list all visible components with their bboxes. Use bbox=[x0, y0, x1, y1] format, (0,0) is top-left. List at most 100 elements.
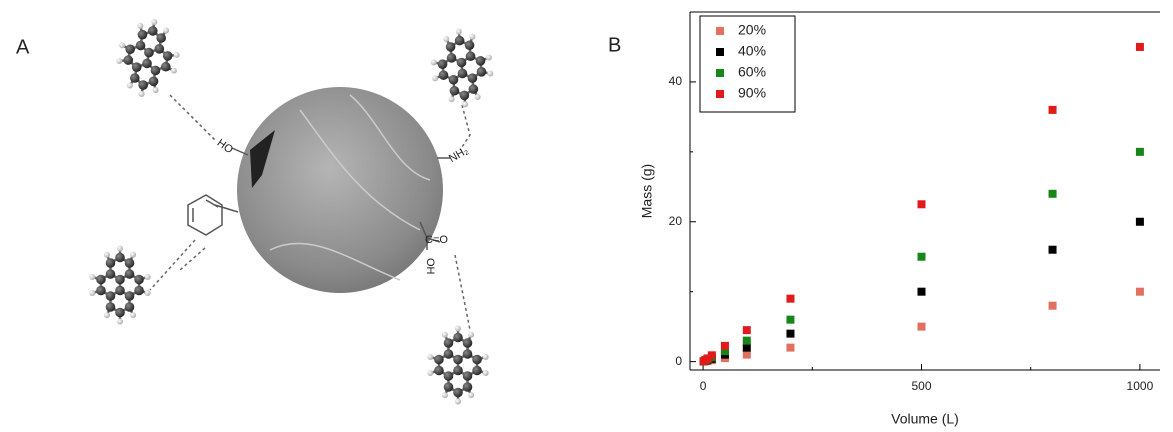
hydrogen bbox=[427, 354, 433, 360]
carbon bbox=[138, 30, 148, 40]
hydrogen bbox=[487, 71, 493, 77]
carbon bbox=[132, 62, 142, 72]
carbon bbox=[96, 275, 106, 285]
hydrogen bbox=[443, 36, 449, 42]
carbon bbox=[106, 258, 116, 268]
legend-marker bbox=[716, 48, 724, 56]
hydrogen bbox=[151, 19, 157, 25]
carbon bbox=[434, 366, 444, 376]
hydrogen bbox=[432, 75, 438, 81]
molecule bbox=[431, 29, 494, 108]
carbon bbox=[455, 36, 465, 46]
hydrogen bbox=[468, 392, 474, 398]
molecule bbox=[89, 246, 150, 325]
group-label: HO bbox=[215, 137, 236, 157]
y-axis-label: Mass (g) bbox=[639, 164, 655, 218]
group-label: C=O bbox=[425, 234, 448, 246]
carbon bbox=[472, 366, 482, 376]
hydrogen bbox=[455, 326, 461, 332]
carbon bbox=[123, 55, 133, 65]
molecule bbox=[427, 326, 488, 405]
carbon bbox=[457, 58, 467, 68]
carbon bbox=[134, 275, 144, 285]
legend-label: 20% bbox=[738, 22, 766, 38]
panel-label: A bbox=[16, 36, 30, 58]
hydrogen bbox=[486, 55, 492, 61]
carbon bbox=[463, 371, 473, 381]
carbon bbox=[444, 338, 454, 348]
hydrogen bbox=[117, 246, 123, 252]
carbon bbox=[106, 291, 116, 301]
carbon bbox=[154, 44, 164, 54]
carbon bbox=[125, 302, 135, 312]
hydrogen bbox=[427, 370, 433, 376]
marker bbox=[786, 316, 794, 324]
carbon bbox=[115, 286, 125, 296]
carbon bbox=[134, 286, 144, 296]
group-label: NH₂ bbox=[447, 145, 470, 165]
y-tick-label: 20 bbox=[669, 214, 683, 228]
hydrogen bbox=[145, 290, 151, 296]
carbon bbox=[149, 77, 159, 87]
carbon bbox=[96, 286, 106, 296]
hydrogen bbox=[137, 23, 143, 29]
carbon bbox=[453, 366, 463, 376]
hydrogen bbox=[483, 354, 489, 360]
marker bbox=[1049, 246, 1057, 254]
plot: 0500100002040Volume (L)Mass (g)20%40%60%… bbox=[639, 12, 1160, 427]
marker bbox=[1136, 288, 1144, 296]
carbon bbox=[161, 62, 171, 72]
y-tick-label: 0 bbox=[675, 354, 682, 368]
marker bbox=[1136, 218, 1144, 226]
hydrogen bbox=[449, 96, 455, 102]
carbon bbox=[136, 41, 146, 51]
marker bbox=[918, 253, 926, 261]
hydrogen bbox=[163, 27, 169, 33]
hydrogen bbox=[442, 332, 448, 338]
carbon bbox=[125, 291, 135, 301]
hydrogen bbox=[145, 274, 151, 280]
marker bbox=[918, 200, 926, 208]
carbon bbox=[151, 66, 161, 76]
x-tick-label: 1000 bbox=[1127, 379, 1154, 393]
carbon bbox=[463, 382, 473, 392]
legend-marker bbox=[716, 27, 724, 35]
hydrogen bbox=[455, 399, 461, 405]
hydrogen bbox=[130, 312, 136, 318]
hydrogen bbox=[89, 290, 95, 296]
x-tick-label: 500 bbox=[911, 379, 931, 393]
carbon bbox=[458, 69, 468, 79]
hydrogen bbox=[483, 370, 489, 376]
carbon bbox=[144, 48, 154, 58]
group-label: OH bbox=[424, 258, 436, 275]
marker bbox=[721, 342, 729, 350]
carbon bbox=[460, 91, 470, 101]
carbon bbox=[438, 59, 448, 69]
carbon bbox=[468, 73, 478, 83]
sheet bbox=[237, 87, 443, 293]
hydrogen bbox=[456, 29, 462, 35]
molecule bbox=[116, 19, 179, 97]
legend-label: 60% bbox=[738, 64, 766, 80]
carbon bbox=[476, 56, 486, 66]
marker bbox=[743, 337, 751, 345]
marker bbox=[918, 323, 926, 331]
carbon bbox=[142, 59, 152, 69]
hydrogen bbox=[462, 101, 468, 107]
hydrogen bbox=[442, 392, 448, 398]
hydrogen bbox=[127, 83, 133, 89]
carbon bbox=[450, 86, 460, 96]
hydrogen bbox=[469, 34, 475, 40]
carbon bbox=[449, 75, 459, 85]
marker bbox=[1049, 106, 1057, 114]
carbon bbox=[138, 80, 148, 90]
hydrogen bbox=[104, 312, 110, 318]
carbon bbox=[130, 73, 140, 83]
hydrogen bbox=[174, 52, 180, 58]
carbon bbox=[444, 349, 454, 359]
hydrogen bbox=[139, 91, 145, 97]
marker bbox=[1136, 148, 1144, 156]
diagram: HO NH₂ C=O OH bbox=[89, 19, 493, 404]
carbon bbox=[148, 26, 158, 36]
carbon bbox=[463, 338, 473, 348]
